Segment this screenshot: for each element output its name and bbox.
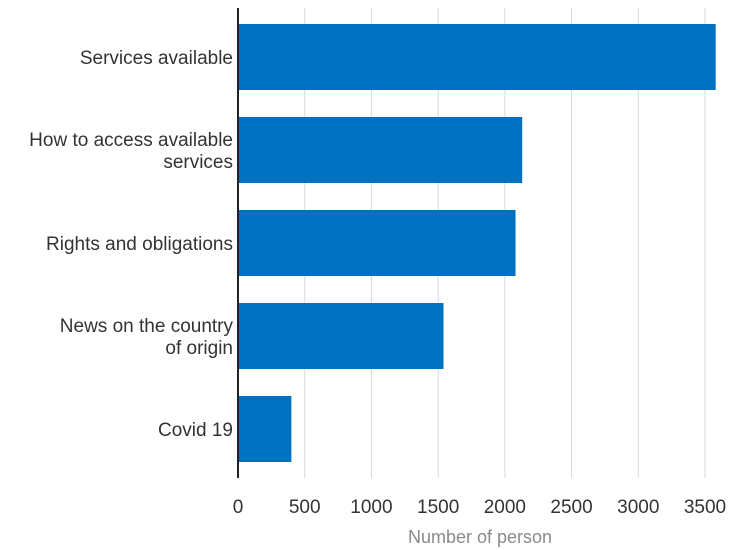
bar-3: [238, 210, 516, 276]
x-axis-title: Number of person: [408, 527, 552, 547]
bars: [238, 24, 716, 462]
x-tick-label-3000: 3000: [617, 497, 659, 518]
category-label-line: Rights and obligations: [46, 234, 233, 255]
x-tick-label-1500: 1500: [417, 497, 459, 518]
category-label-line: Services available: [80, 48, 233, 69]
category-label-2: How to access available services: [29, 130, 233, 173]
category-label-1: Services available: [80, 48, 233, 69]
category-label-line: of origin: [165, 338, 233, 359]
x-tick-label-1000: 1000: [350, 497, 392, 518]
category-label-4: News on the country of origin: [60, 316, 234, 359]
category-label-line: How to access available: [29, 130, 233, 151]
category-label-5: Covid 19: [158, 420, 233, 441]
x-tick-labels: 0 500 1000 1500 2000 2500 3000 3500: [233, 497, 726, 518]
bar-2: [238, 117, 523, 183]
category-label-line: services: [163, 152, 233, 173]
category-label-line: News on the country: [60, 316, 234, 337]
x-tick-label-2500: 2500: [550, 497, 592, 518]
x-tick-label-2000: 2000: [484, 497, 526, 518]
category-label-line: Covid 19: [158, 420, 233, 441]
category-label-3: Rights and obligations: [46, 234, 233, 255]
category-labels: Services available How to access availabl…: [29, 48, 233, 441]
x-tick-label-0: 0: [233, 497, 244, 518]
x-tick-label-500: 500: [289, 497, 321, 518]
bar-4: [238, 303, 444, 369]
x-tick-label-3500: 3500: [684, 497, 726, 518]
bar-5: [238, 396, 292, 462]
bar-1: [238, 24, 716, 90]
